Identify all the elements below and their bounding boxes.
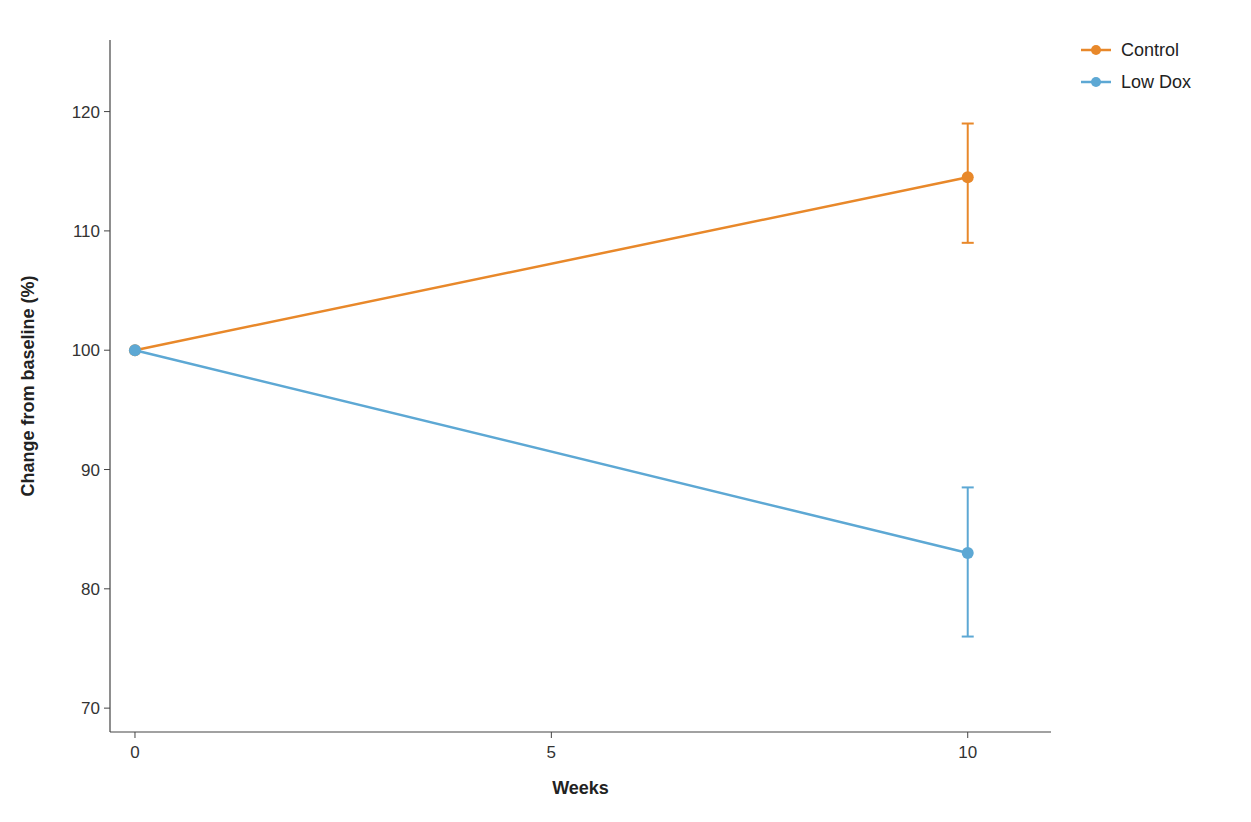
x-axis-line — [110, 731, 1051, 732]
y-axis-label: Change from baseline (%) — [18, 275, 38, 496]
y-tick-label: 70 — [81, 699, 100, 718]
plot-area — [129, 124, 974, 637]
error-bar-cap — [962, 123, 974, 125]
legend-swatch-marker — [1091, 77, 1101, 87]
series-line — [135, 350, 968, 553]
y-tick-label: 90 — [81, 461, 100, 480]
x-tick — [551, 732, 552, 738]
error-bar-cap — [962, 486, 974, 488]
error-bar-cap — [962, 242, 974, 244]
error-bar — [962, 124, 974, 243]
point — [129, 344, 141, 356]
x-axis-label: Weeks — [552, 778, 609, 798]
series — [129, 344, 974, 636]
y-tick — [104, 350, 110, 351]
series-line — [135, 177, 968, 350]
error-bar-cap — [962, 636, 974, 638]
point — [962, 171, 974, 183]
y-axis-line — [109, 40, 110, 732]
error-bar-stem — [967, 487, 969, 636]
series — [129, 124, 974, 357]
chart-container: 0 5 10 70 80 90 100 110 120 Weeks Change from base… — [0, 0, 1251, 822]
y-tick — [104, 588, 110, 589]
x-tick — [967, 732, 968, 738]
point — [962, 547, 974, 559]
x-tick-label: 10 — [958, 743, 977, 762]
y-tick-label: 110 — [73, 222, 100, 241]
y-tick — [104, 111, 110, 112]
axes: 0 5 10 70 80 90 100 110 120 — [72, 40, 1051, 762]
y-tick — [104, 230, 110, 231]
point — [129, 344, 141, 356]
chart: 0 5 10 70 80 90 100 110 120 Weeks Change from base… — [0, 0, 1251, 822]
y-tick — [104, 469, 110, 470]
y-tick-label: 80 — [81, 580, 100, 599]
y-tick-label: 100 — [72, 341, 100, 360]
y-tick — [104, 708, 110, 709]
legend: Control Low Dox — [1081, 40, 1191, 92]
x-tick — [134, 732, 135, 738]
legend-label: Control — [1121, 40, 1179, 60]
legend-swatch-marker — [1091, 45, 1101, 55]
legend-label: Low Dox — [1121, 72, 1191, 92]
x-tick-label: 0 — [130, 743, 139, 762]
y-tick-label: 120 — [72, 103, 100, 122]
x-tick-label: 5 — [547, 743, 556, 762]
error-bar — [962, 487, 974, 636]
